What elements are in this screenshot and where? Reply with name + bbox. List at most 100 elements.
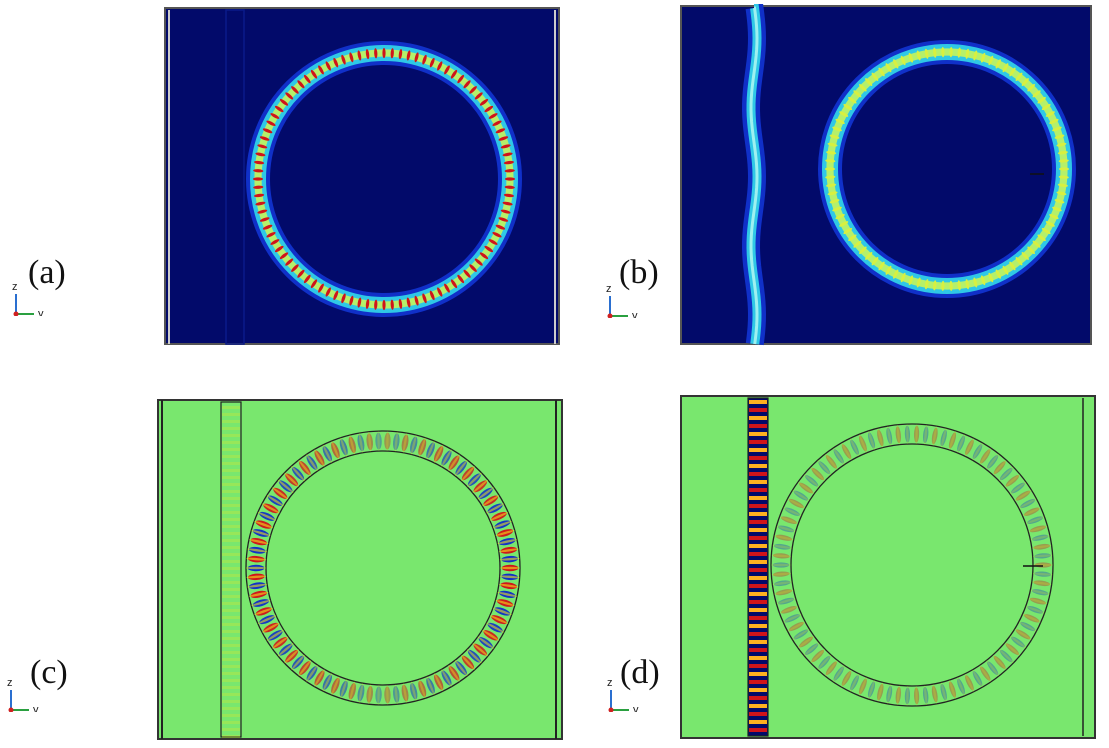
panel-a-plot [164,7,560,345]
field-lobe [749,696,767,700]
field-lobe-halo [817,460,832,476]
field-lobe-halo [1032,572,1053,576]
field-lobe-halo [964,438,974,457]
field-lobe-halo [979,665,991,682]
field-lobe [1056,142,1067,147]
field-lobe-halo [257,615,277,624]
field-lobe [1031,534,1049,541]
field-lobe [1037,96,1046,104]
field-lobe-halo [314,669,325,687]
field-lobe [749,616,767,620]
field-lobe [922,686,929,704]
panel-c-label: (c) [30,654,68,691]
field-lobe [398,48,403,60]
field-lobe [784,614,801,623]
field-lobe-halo [499,557,520,561]
field-lobe [788,621,804,632]
field-lobe [463,269,471,278]
field-lobe [503,160,515,165]
field-lobe-halo [340,437,348,457]
field-lobe-halo [441,449,452,467]
panel-a-label: (a) [28,254,66,291]
field-lobe [995,269,1001,279]
panel-c-plot [157,399,563,740]
field-lobe-halo [877,682,883,702]
field-lobe-halo [251,530,271,536]
field-lobe-halo [1028,598,1048,605]
field-lobe-halo [495,600,515,606]
field-lobe [749,440,767,444]
field-lobe-halo [266,495,284,507]
field-lobe [749,608,767,612]
field-lobe [495,224,506,230]
field-lobe [749,448,767,452]
field-lobe [957,47,961,58]
field-lobe-halo [979,448,991,465]
field-lobe [948,432,957,449]
field-lobe [414,52,419,63]
field-lobe-halo [377,431,380,452]
field-lobe [504,185,515,189]
field-lobe [1011,482,1025,494]
field-lobe-halo [298,660,312,676]
field-lobe-halo [887,426,892,446]
field-lobe [1005,643,1020,655]
field-lobe [999,649,1013,663]
field-lobe [749,424,767,428]
field-lobe [832,126,842,132]
field-lobe [878,67,885,77]
field-lobe [291,467,305,481]
field-lobe-halo [314,449,325,467]
field-lobe [749,520,767,524]
field-lobe [904,687,911,705]
field-lobe [843,103,853,111]
axis-triad-c: z y [7,677,39,712]
field-lobe-halo [482,629,500,641]
field-lobe [749,552,767,556]
field-lobe-halo [792,490,810,501]
field-lobe-halo [1014,490,1032,501]
field-lobe [1052,206,1062,212]
field-lobe-halo [932,426,937,446]
field-lobe [850,675,859,691]
field-lobe-halo [810,466,826,481]
field-lobe [1041,227,1051,235]
axis-z-label: z [607,677,613,689]
field-lobe [853,240,862,248]
field-lobe-halo [349,681,355,701]
field-lobe-halo [489,615,509,624]
field-lobe [488,113,498,119]
field-lobe [895,686,902,704]
field-lobe [749,576,767,580]
field-lobe-halo [340,679,348,699]
field-lobe-halo [497,592,518,597]
field-lobe [467,649,481,663]
field-lobe [829,199,840,204]
field-lobe-halo [394,684,398,705]
field-lobe [772,562,790,568]
field-lobe [382,299,386,311]
bus-waveguide [742,4,767,346]
field-lobe [749,592,767,596]
field-lobe [858,678,867,695]
field-lobe-halo [949,680,956,700]
field-lobe [253,160,265,165]
field-lobe-halo [787,498,806,509]
field-lobe [825,159,836,163]
field-lobe [1021,251,1029,260]
field-lobe [279,98,289,106]
panel-d-plot [680,395,1096,739]
field-lobe [333,290,339,301]
field-lobe [450,279,458,289]
field-lobe-halo [454,660,468,676]
field-lobe [833,666,844,681]
field-lobe-halo [331,440,340,460]
field-lobe-halo [368,684,372,705]
field-lobe [818,655,831,669]
field-lobe [799,636,813,648]
field-lobe [297,269,305,278]
field-lobe [1045,221,1055,227]
field-lobe [422,293,427,304]
field-lobe [839,221,849,227]
field-lobe [285,473,299,487]
